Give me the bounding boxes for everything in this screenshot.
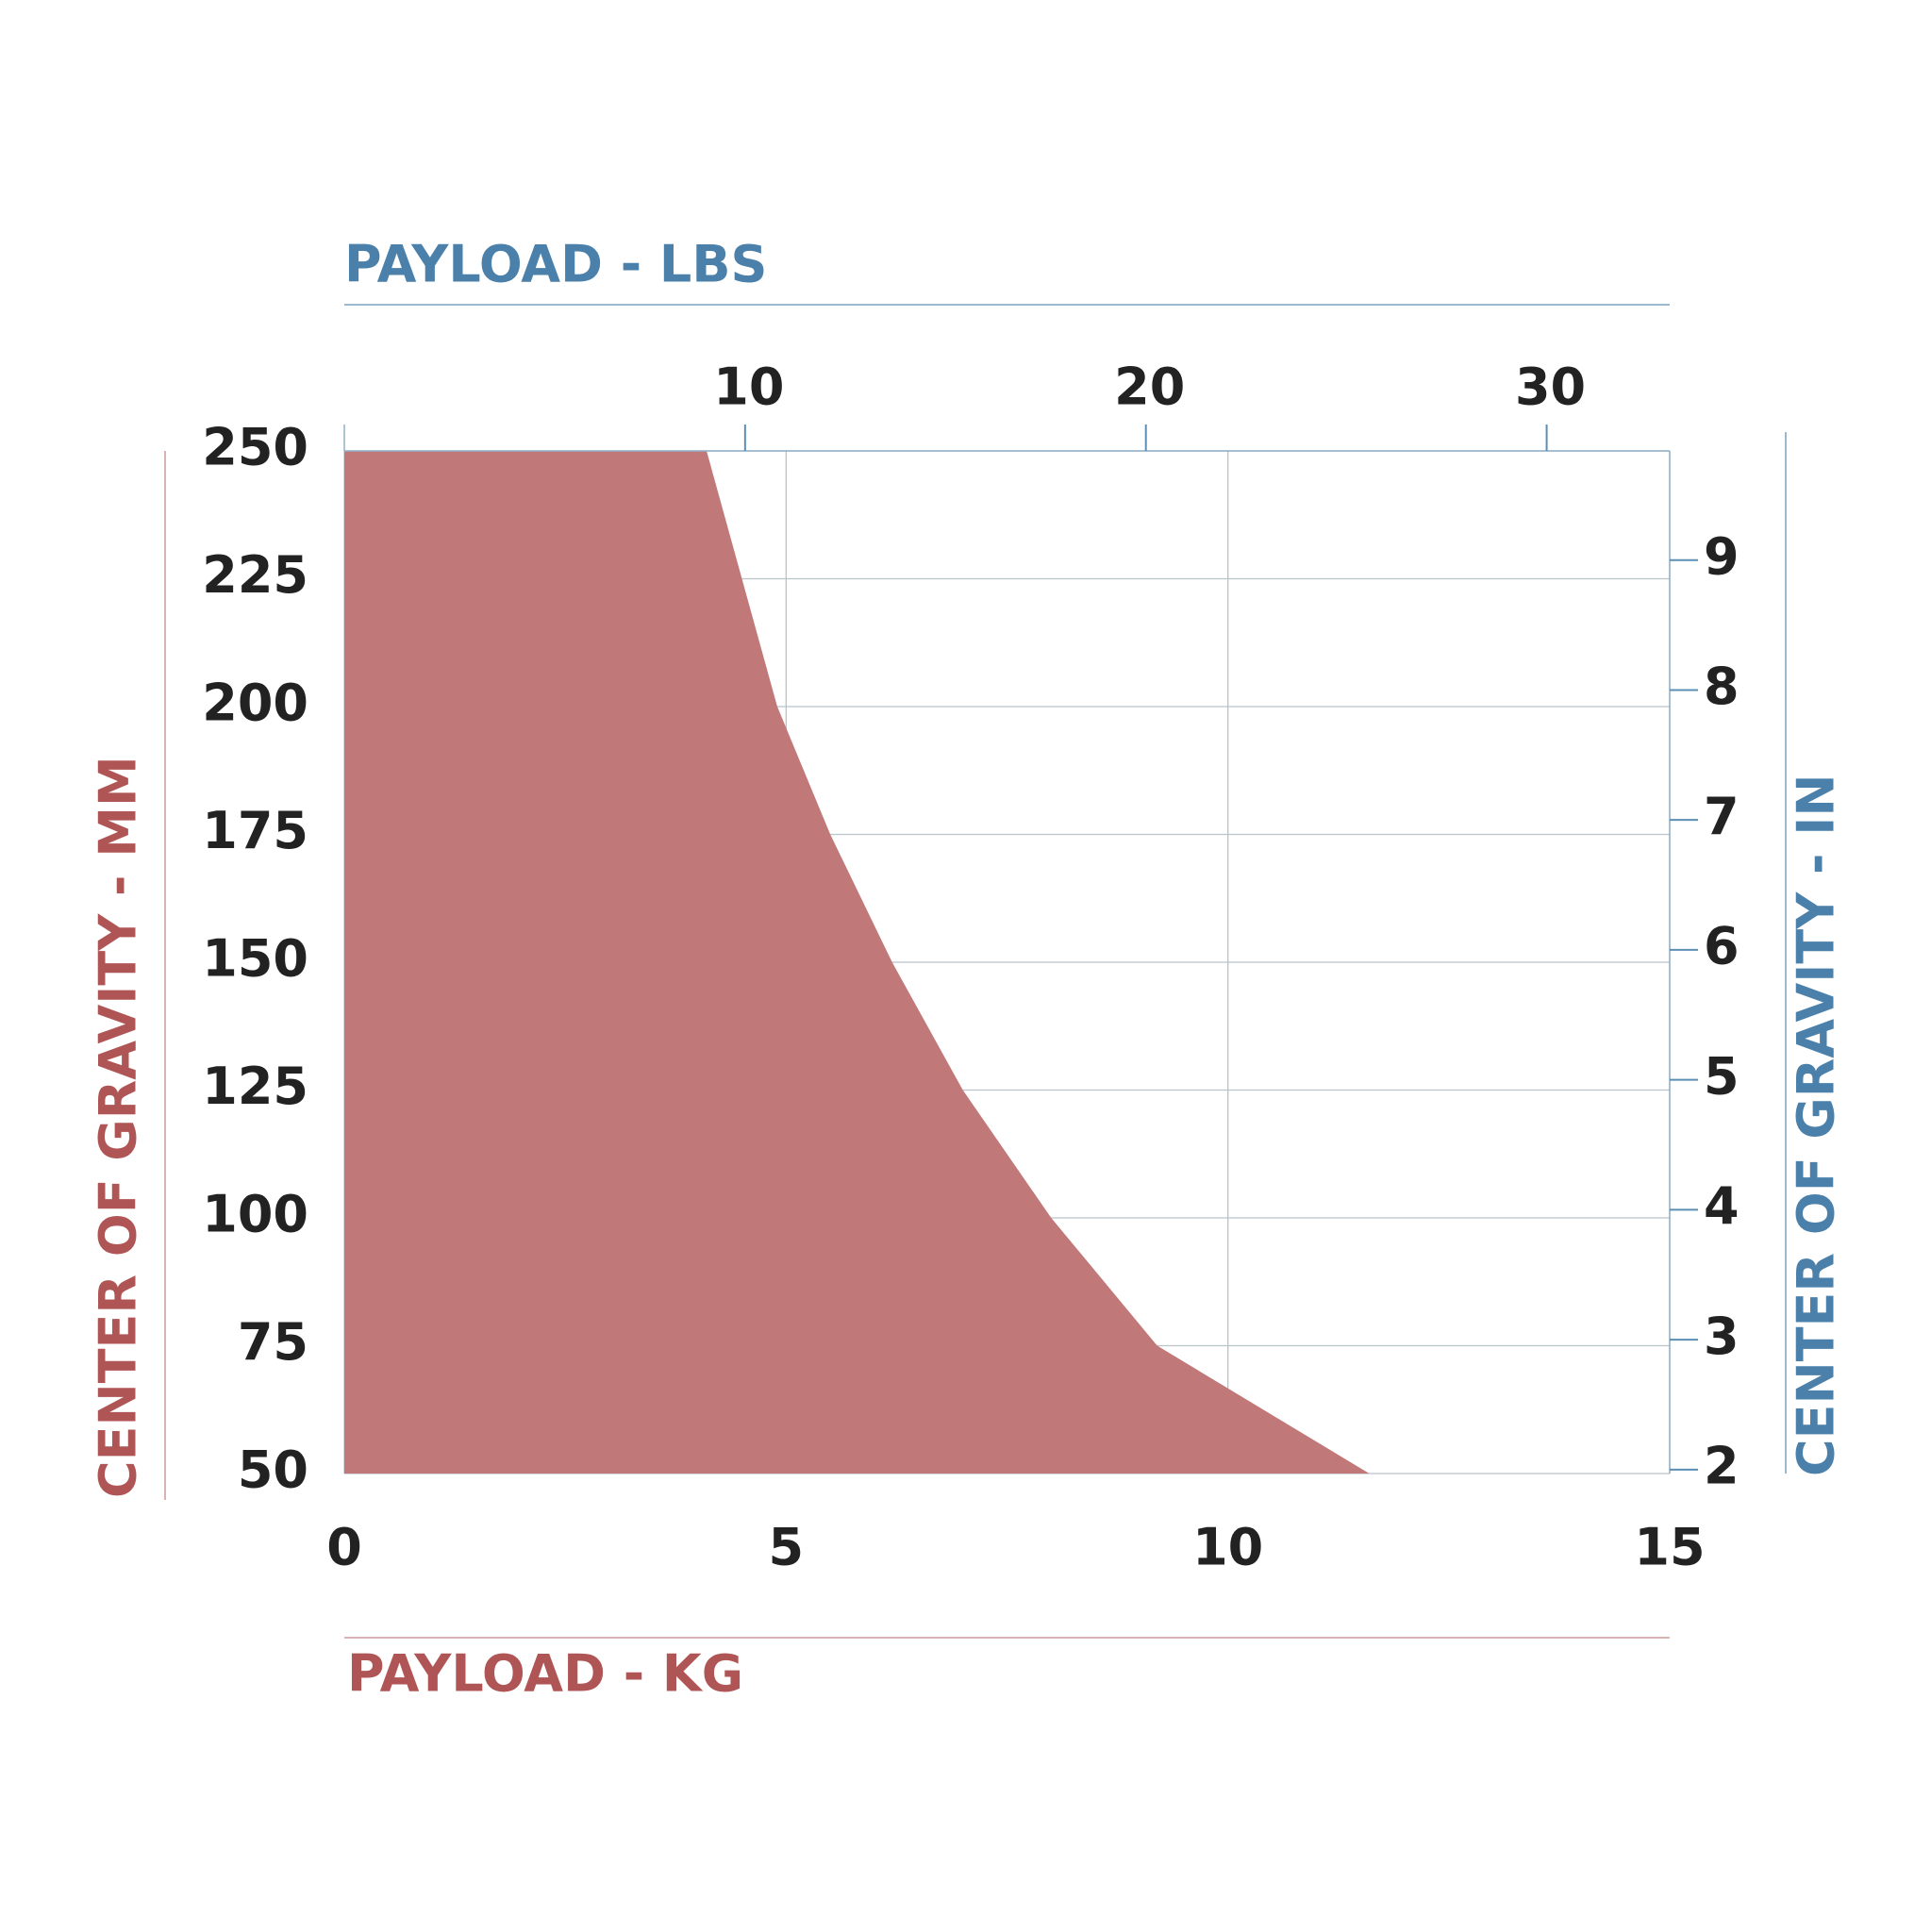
y2-tick-label: 8 xyxy=(1704,657,1740,716)
x-tick-label: 15 xyxy=(1634,1518,1705,1577)
x-tick-label: 5 xyxy=(769,1518,805,1577)
x2-tick-label: 10 xyxy=(713,358,784,417)
y2-tick-label: 9 xyxy=(1704,526,1740,586)
area xyxy=(344,451,1370,1474)
y-tick-label: 75 xyxy=(238,1312,308,1372)
y2-tick-label: 7 xyxy=(1704,787,1740,846)
y-tick-label: 125 xyxy=(202,1057,308,1116)
y-tick-label: 250 xyxy=(202,418,308,477)
y-tick-label: 200 xyxy=(202,674,308,733)
x2-axis-title: PAYLOAD - LBS xyxy=(344,235,767,294)
x-axis-title: PAYLOAD - KG xyxy=(347,1644,743,1704)
x2-tick-label: 20 xyxy=(1114,358,1185,417)
y-tick-label: 100 xyxy=(202,1185,308,1244)
y-tick-label: 50 xyxy=(238,1441,308,1500)
x2-tick-label: 30 xyxy=(1515,358,1586,417)
y2-tick-label: 4 xyxy=(1704,1176,1740,1236)
y-tick-label: 225 xyxy=(202,545,308,605)
y-tick-label: 150 xyxy=(202,929,308,989)
y2-tick-label: 6 xyxy=(1704,917,1740,976)
y2-tick-label: 2 xyxy=(1704,1437,1740,1496)
y2-tick-label: 5 xyxy=(1704,1046,1740,1106)
x-tick-label: 0 xyxy=(326,1518,362,1577)
y2-tick-label: 3 xyxy=(1704,1307,1740,1366)
x-tick-label: 10 xyxy=(1192,1518,1263,1577)
y-axis-title: CENTER OF GRAVITY - MM xyxy=(89,756,148,1498)
y-tick-label: 175 xyxy=(202,801,308,860)
y2-axis-title: CENTER OF GRAVITY - IN xyxy=(1787,774,1846,1476)
